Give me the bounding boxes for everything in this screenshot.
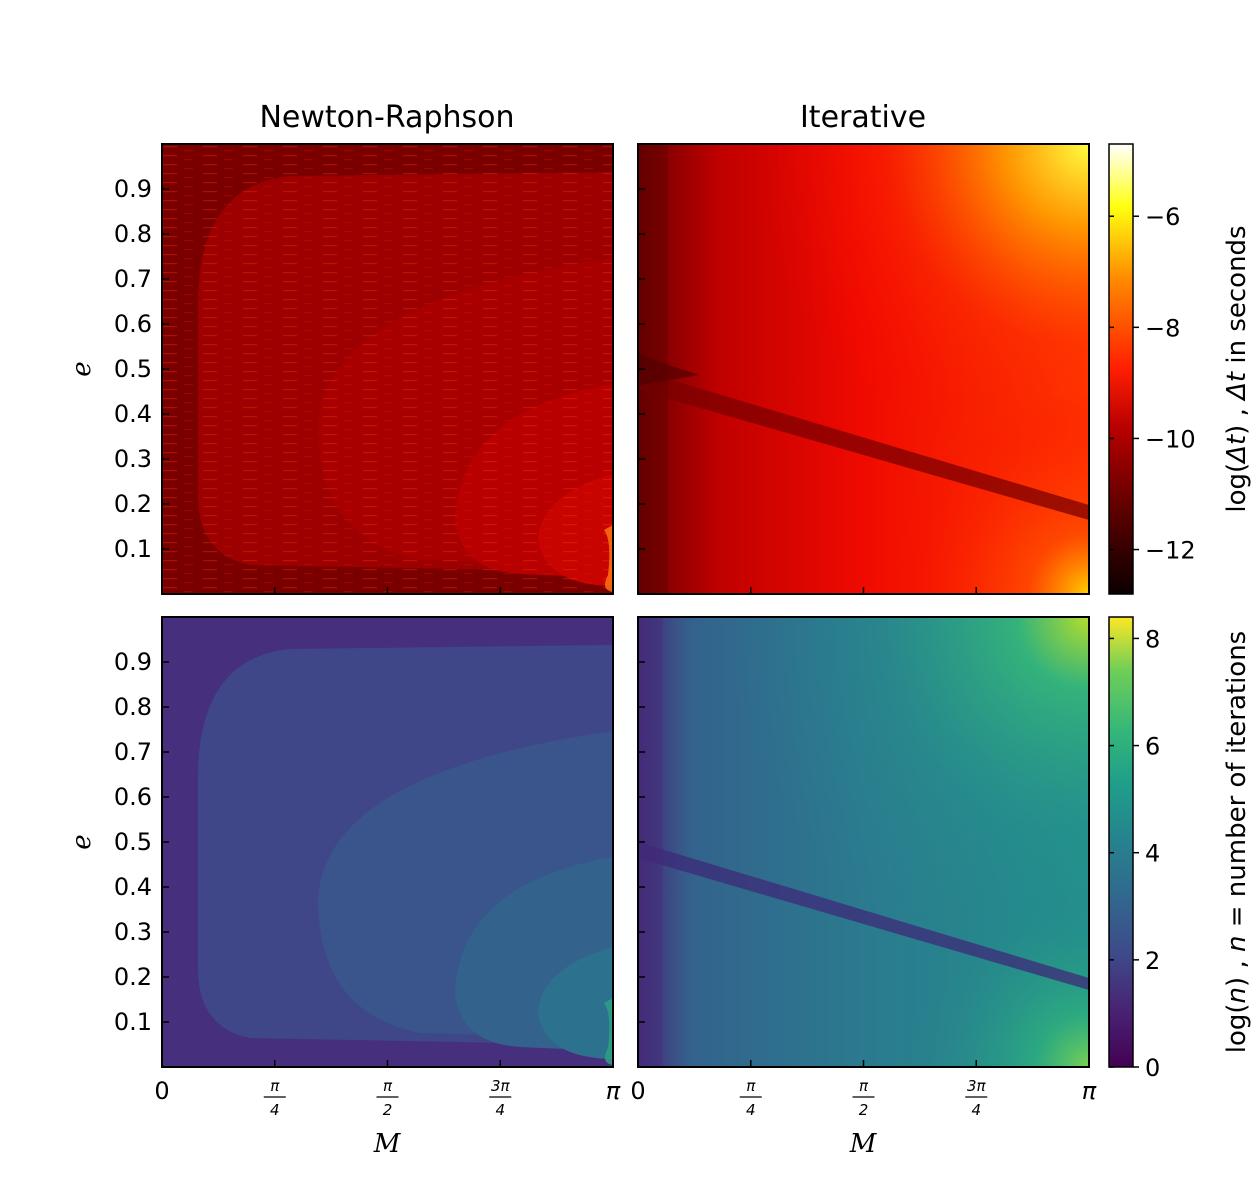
colorbar-time xyxy=(1108,143,1134,595)
cbtick-label-iter-4: 8 xyxy=(1145,625,1160,653)
ytick-label-bl-2: 0.3 xyxy=(114,918,152,946)
xtick-label-br-4: π xyxy=(1082,1077,1097,1105)
heatmap-newton-raphson-iterations xyxy=(162,617,613,1067)
ytick-label-tl-6: 0.7 xyxy=(114,265,152,293)
ytick-label-bl-1: 0.2 xyxy=(114,963,152,991)
heatmap-newton-raphson-time xyxy=(162,144,613,594)
cb-time-label-part-1: Δt xyxy=(1222,434,1252,465)
ylabel-top: e xyxy=(67,361,97,376)
ytick-label-tl-7: 0.8 xyxy=(114,220,152,248)
ytick-label-tl-8: 0.9 xyxy=(114,175,152,203)
cb-time-label-part-0: log( xyxy=(1222,463,1252,513)
cbtick-label-time-3: −6 xyxy=(1145,203,1180,231)
colorbar-iterations-label: log(n) , n = number of iterations xyxy=(1222,631,1252,1053)
xtick-num-br-1: π xyxy=(746,1077,756,1095)
heatmap-iterative-iterations xyxy=(638,617,1089,1067)
ytick-label-bl-7: 0.8 xyxy=(114,693,152,721)
cb-time-label-part-4: in seconds xyxy=(1222,225,1252,372)
ticks-layer xyxy=(162,188,1139,1068)
cbtick-label-time-0: −12 xyxy=(1145,537,1196,565)
xtick-label-bl-0: 0 xyxy=(154,1077,169,1105)
cbtick-label-time-2: −8 xyxy=(1145,314,1180,342)
cbtick-label-time-1: −10 xyxy=(1145,425,1196,453)
ytick-label-bl-3: 0.4 xyxy=(114,873,152,901)
xlabel-left: M xyxy=(373,1129,402,1159)
cbtick-label-iter-1: 2 xyxy=(1145,947,1160,975)
cbtick-label-iter-3: 6 xyxy=(1145,733,1160,761)
xtick-num-br-3: 3π xyxy=(967,1077,987,1095)
colorbar-iterations xyxy=(1108,616,1134,1068)
xtick-den-br-2: 2 xyxy=(859,1101,869,1119)
xtick-num-bl-3: 3π xyxy=(491,1077,511,1095)
ytick-label-tl-0: 0.1 xyxy=(114,535,152,563)
heatmap-iterative-time xyxy=(638,144,1089,594)
ytick-label-tl-4: 0.5 xyxy=(114,355,152,383)
cb-time-label-part-2: ) , xyxy=(1222,400,1252,435)
cb-iter-label-part-1: n xyxy=(1222,987,1252,1003)
xtick-den-bl-1: 4 xyxy=(270,1101,280,1119)
ytick-label-bl-5: 0.6 xyxy=(114,783,152,811)
colorbar-time-label: log(Δt) , Δt in seconds xyxy=(1222,225,1252,512)
xlabel-right: M xyxy=(849,1129,878,1159)
xtick-num-br-2: π xyxy=(859,1077,869,1095)
cb-iter-label-part-0: log( xyxy=(1222,1003,1252,1053)
xtick-num-bl-1: π xyxy=(270,1077,280,1095)
cb-iter-label-part-2: ) , xyxy=(1222,952,1252,987)
ytick-label-bl-8: 0.9 xyxy=(114,648,152,676)
labels-layer: 0.1 0.2 0.3 0.4 0.5 0.6 0.7 0.8 0.9 0.1 0.2 0.3 0.4 0… xyxy=(114,175,1196,1119)
cb-iter-label-part-3: n xyxy=(1222,936,1252,952)
ytick-label-tl-1: 0.2 xyxy=(114,490,152,518)
cb-iter-label-part-4: = number of iterations xyxy=(1222,631,1252,936)
cbtick-label-iter-0: 0 xyxy=(1145,1054,1160,1082)
xtick-den-bl-3: 4 xyxy=(495,1101,505,1119)
xtick-label-bl-4: π xyxy=(606,1077,621,1105)
ytick-label-tl-3: 0.4 xyxy=(114,400,152,428)
ytick-label-bl-0: 0.1 xyxy=(114,1008,152,1036)
title-newton-raphson: Newton-Raphson xyxy=(259,100,514,135)
ylabel-bottom: e xyxy=(67,834,97,849)
ytick-label-bl-6: 0.7 xyxy=(114,738,152,766)
ytick-label-tl-2: 0.3 xyxy=(114,445,152,473)
xtick-den-br-1: 4 xyxy=(746,1101,756,1119)
xtick-den-bl-2: 2 xyxy=(383,1101,393,1119)
ytick-label-bl-4: 0.5 xyxy=(114,828,152,856)
xtick-den-br-3: 4 xyxy=(971,1101,981,1119)
cb-time-label-part-3: Δt xyxy=(1222,371,1252,402)
cbtick-label-iter-2: 4 xyxy=(1145,840,1160,868)
ytick-label-tl-5: 0.6 xyxy=(114,310,152,338)
xtick-label-br-0: 0 xyxy=(630,1077,645,1105)
title-iterative: Iterative xyxy=(800,100,926,135)
xtick-num-bl-2: π xyxy=(383,1077,393,1095)
